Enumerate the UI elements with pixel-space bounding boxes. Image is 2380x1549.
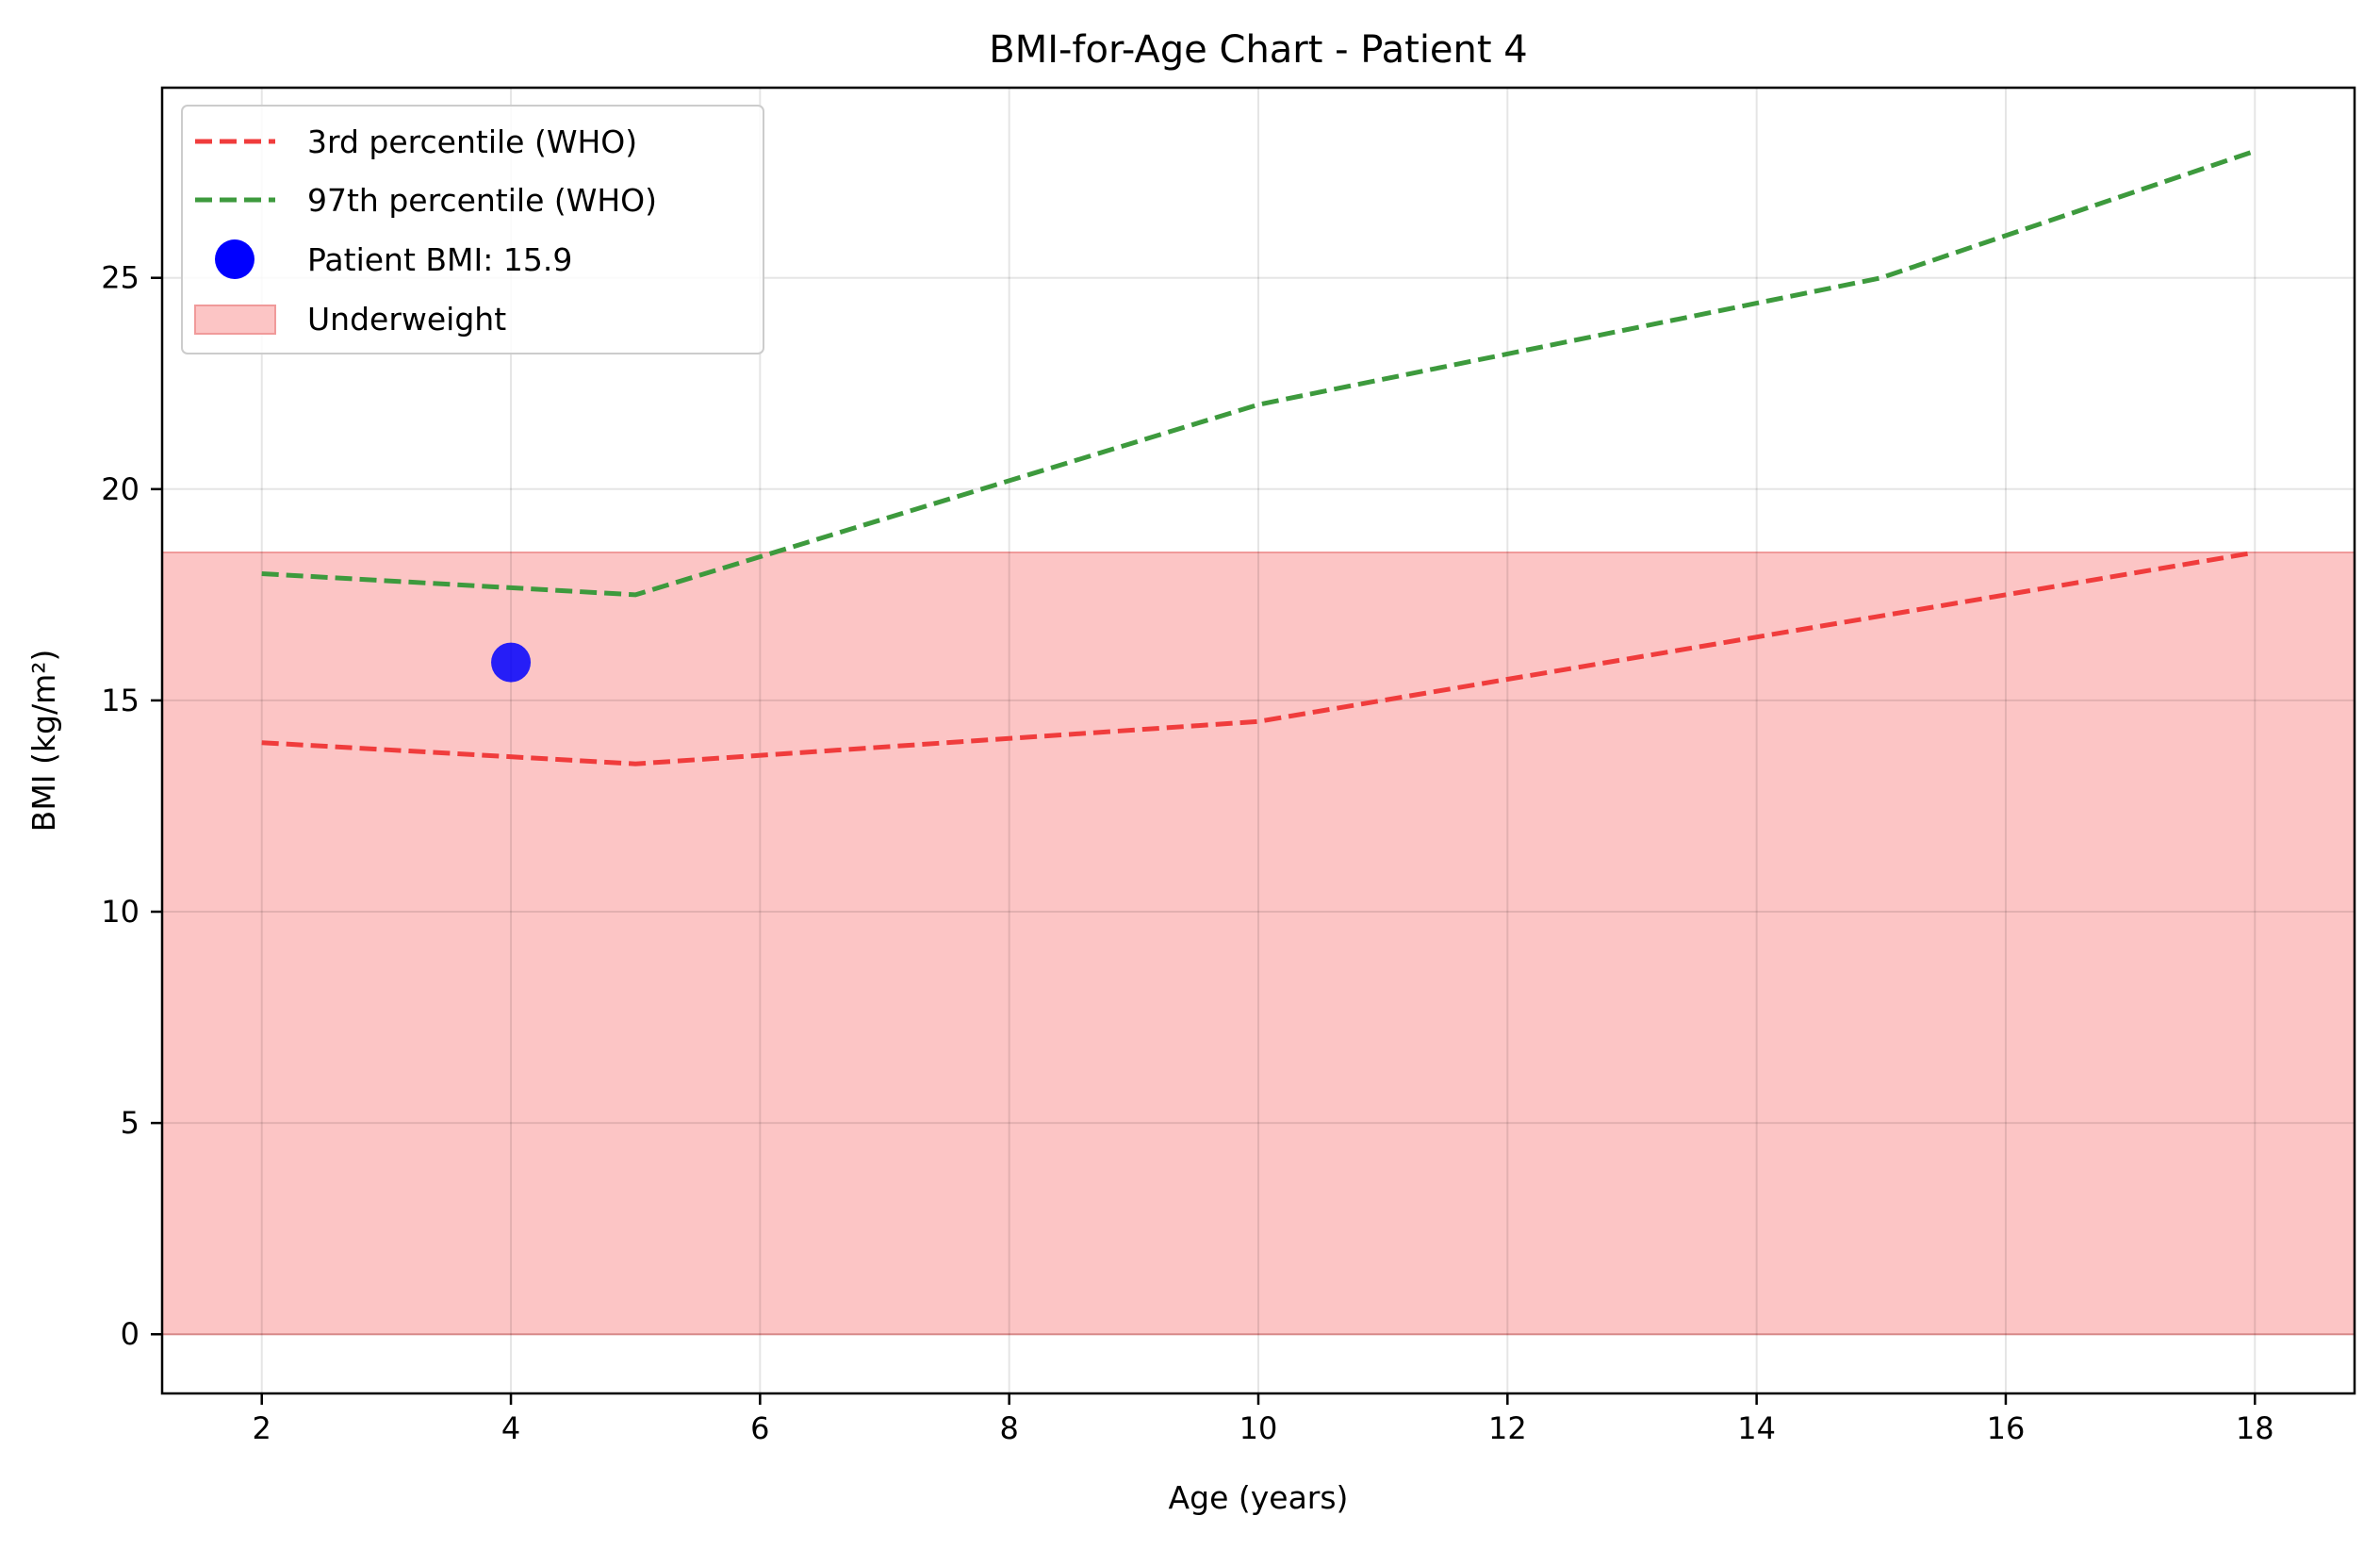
y-tick-label: 20 (101, 471, 140, 507)
legend-swatch-band (194, 305, 276, 335)
legend: 3rd percentile (WHO) 97th percentile (WHO… (181, 105, 764, 354)
x-tick-label: 14 (1737, 1410, 1776, 1446)
series-line-p3 (261, 550, 2256, 766)
y-axis-label: BMI (kg/m²) (25, 650, 62, 832)
legend-label: 3rd percentile (WHO) (307, 124, 637, 160)
x-tick-label: 18 (2236, 1410, 2274, 1446)
x-tick-label: 2 (253, 1410, 271, 1446)
legend-label: 97th percentile (WHO) (307, 182, 657, 219)
legend-box (181, 105, 764, 354)
legend-label: Underweight (307, 301, 506, 338)
legend-swatch-point (215, 239, 254, 279)
chart-title: BMI-for-Age Chart - Patient 4 (989, 28, 1527, 72)
patient-point (491, 642, 532, 683)
x-tick-label: 16 (1987, 1410, 2026, 1446)
y-tick-label: 25 (101, 260, 140, 296)
x-tick-label: 10 (1239, 1410, 1278, 1446)
y-tick-label: 5 (121, 1105, 140, 1141)
x-tick-label: 8 (1000, 1410, 1019, 1446)
x-axis-label: Age (years) (1169, 1479, 1349, 1516)
series-line-p97 (261, 148, 2257, 598)
y-tick-label: 10 (101, 894, 140, 930)
x-tick-label: 4 (501, 1410, 520, 1446)
y-tick-label: 0 (121, 1316, 140, 1352)
x-tick-label: 12 (1488, 1410, 1527, 1446)
y-tick-label: 15 (101, 683, 140, 718)
x-tick-label: 6 (750, 1410, 769, 1446)
underweight-band (162, 552, 2355, 1335)
legend-label: Patient BMI: 15.9 (307, 241, 572, 278)
